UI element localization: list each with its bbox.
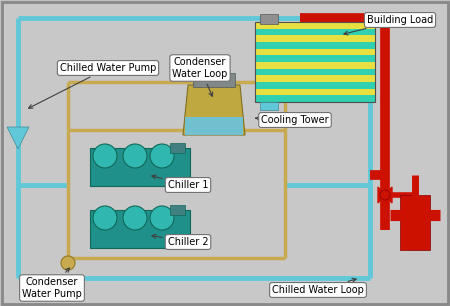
Circle shape (93, 206, 117, 230)
Bar (255, 89, 375, 95)
Bar (255, 22, 375, 102)
Bar (255, 35, 375, 42)
Text: Chilled Water Pump: Chilled Water Pump (29, 63, 156, 108)
Circle shape (380, 190, 390, 200)
Bar (193, 73, 235, 87)
Circle shape (150, 206, 174, 230)
Text: Condenser
Water Pump: Condenser Water Pump (22, 268, 82, 299)
Bar (255, 62, 375, 69)
Polygon shape (183, 85, 245, 135)
Circle shape (61, 256, 75, 270)
Polygon shape (7, 127, 29, 149)
Bar (90, 148, 190, 186)
Text: Chiller 1: Chiller 1 (152, 175, 208, 190)
Bar (255, 95, 375, 102)
Bar (255, 55, 375, 62)
Circle shape (123, 206, 147, 230)
Text: Building Load: Building Load (344, 15, 433, 35)
Text: Chilled Water Loop: Chilled Water Loop (272, 278, 364, 295)
Bar (185, 117, 243, 135)
Circle shape (123, 144, 147, 168)
Bar (260, 14, 278, 24)
Text: Cooling Tower: Cooling Tower (256, 115, 329, 125)
Polygon shape (378, 187, 392, 203)
Bar (255, 42, 375, 49)
Bar (255, 69, 375, 75)
Bar (255, 22, 375, 29)
Circle shape (150, 144, 174, 168)
Bar (400, 195, 430, 250)
Bar (255, 82, 375, 89)
Bar (255, 29, 375, 35)
Circle shape (93, 144, 117, 168)
Bar (170, 143, 185, 153)
Bar (90, 210, 190, 248)
Bar (260, 102, 278, 110)
Bar (170, 205, 185, 215)
Text: Condenser
Water Loop: Condenser Water Loop (172, 57, 228, 96)
Bar (255, 75, 375, 82)
Text: Chiller 2: Chiller 2 (152, 234, 208, 247)
Bar (255, 49, 375, 55)
